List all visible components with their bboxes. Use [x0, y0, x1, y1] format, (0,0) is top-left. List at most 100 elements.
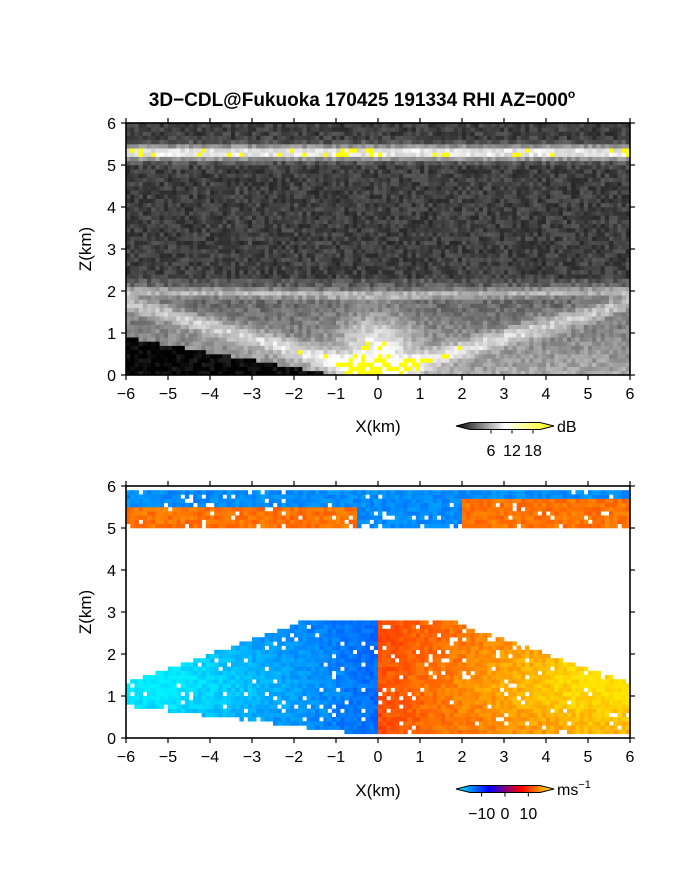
- heatmap-cell: [580, 220, 585, 225]
- heatmap-cell: [336, 295, 341, 300]
- heatmap-cell: [307, 325, 312, 330]
- heatmap-cell: [223, 308, 228, 313]
- heatmap-cell: [596, 325, 601, 330]
- heatmap-cell: [458, 287, 463, 292]
- heatmap-cell: [134, 220, 139, 225]
- heatmap-cell: [559, 220, 564, 225]
- heatmap-cell: [353, 278, 358, 283]
- heatmap-cell: [151, 304, 156, 309]
- heatmap-cell: [420, 320, 425, 325]
- heatmap-cell: [336, 274, 341, 279]
- heatmap-cell: [286, 337, 291, 342]
- heatmap-cell: [298, 291, 303, 296]
- heatmap-cell: [575, 346, 580, 351]
- heatmap-cell: [416, 266, 421, 271]
- heatmap-cell: [143, 346, 148, 351]
- heatmap-cell: [323, 249, 328, 254]
- heatmap-cell: [365, 304, 370, 309]
- heatmap-cell: [563, 249, 568, 254]
- heatmap-cell: [176, 308, 181, 313]
- heatmap-cell: [235, 215, 240, 220]
- heatmap-cell: [391, 308, 396, 313]
- heatmap-cell: [559, 325, 564, 330]
- heatmap-cell: [344, 236, 349, 241]
- heatmap-cell: [185, 358, 190, 363]
- heatmap-cell: [147, 215, 152, 220]
- heatmap-cell: [504, 274, 509, 279]
- heatmap-cell: [336, 220, 341, 225]
- heatmap-cell: [403, 358, 408, 363]
- heatmap-cell: [554, 299, 559, 304]
- heatmap-cell: [189, 274, 194, 279]
- heatmap-cell: [487, 287, 492, 292]
- heatmap-cell: [517, 253, 522, 258]
- heatmap-cell: [311, 241, 316, 246]
- heatmap-cell: [281, 312, 286, 317]
- heatmap-cell: [445, 249, 450, 254]
- heatmap-cell: [143, 270, 148, 275]
- heatmap-cell: [235, 228, 240, 233]
- heatmap-cell: [248, 228, 253, 233]
- heatmap-cell: [454, 325, 459, 330]
- heatmap-cell: [571, 224, 576, 229]
- heatmap-cell: [256, 232, 261, 237]
- heatmap-cell: [155, 224, 160, 229]
- heatmap-cell: [416, 220, 421, 225]
- heatmap-cell: [302, 253, 307, 258]
- heatmap-cell: [592, 350, 597, 355]
- heatmap-cell: [256, 262, 261, 267]
- heatmap-cell: [382, 287, 387, 292]
- heatmap-cell: [605, 320, 610, 325]
- heatmap-cell: [344, 358, 349, 363]
- heatmap-cell: [542, 291, 547, 296]
- heatmap-cell: [155, 236, 160, 241]
- heatmap-cell: [412, 283, 417, 288]
- heatmap-cell: [420, 236, 425, 241]
- heatmap-cell: [290, 249, 295, 254]
- heatmap-cell: [349, 249, 354, 254]
- heatmap-cell: [227, 203, 232, 208]
- heatmap-cell: [538, 253, 543, 258]
- heatmap-cell: [466, 278, 471, 283]
- heatmap-cell: [483, 295, 488, 300]
- heatmap-cell: [437, 304, 442, 309]
- heatmap-cell: [546, 270, 551, 275]
- heatmap-cell: [496, 253, 501, 258]
- heatmap-cell: [382, 220, 387, 225]
- heatmap-cell: [529, 312, 534, 317]
- heatmap-cell: [445, 291, 450, 296]
- heatmap-cell: [559, 215, 564, 220]
- heatmap-cell: [252, 291, 257, 296]
- heatmap-cell: [197, 253, 202, 258]
- heatmap-cell: [504, 270, 509, 275]
- heatmap-cell: [567, 337, 572, 342]
- heatmap-cell: [462, 337, 467, 342]
- heatmap-cell: [458, 320, 463, 325]
- heatmap-cell: [281, 278, 286, 283]
- heatmap-cell: [202, 287, 207, 292]
- heatmap-cell: [462, 262, 467, 267]
- heatmap-cell: [286, 291, 291, 296]
- heatmap-cell: [218, 274, 223, 279]
- heatmap-cell: [130, 316, 135, 321]
- heatmap-cell: [277, 299, 282, 304]
- heatmap-cell: [584, 308, 589, 313]
- heatmap-cell: [529, 367, 534, 372]
- heatmap-cell: [525, 287, 530, 292]
- heatmap-cell: [613, 325, 618, 330]
- heatmap-cell: [311, 362, 316, 367]
- heatmap-cell: [210, 266, 215, 271]
- heatmap-cell: [454, 211, 459, 216]
- heatmap-cell: [302, 215, 307, 220]
- heatmap-cell: [277, 278, 282, 283]
- heatmap-cell: [563, 287, 568, 292]
- heatmap-cell: [613, 308, 618, 313]
- heatmap-cell: [596, 287, 601, 292]
- heatmap-cell: [155, 354, 160, 359]
- heatmap-cell: [286, 308, 291, 313]
- heatmap-cell: [336, 262, 341, 267]
- heatmap-cell: [160, 199, 165, 204]
- heatmap-cell: [168, 350, 173, 355]
- heatmap-cell: [147, 316, 152, 321]
- heatmap-cell: [542, 274, 547, 279]
